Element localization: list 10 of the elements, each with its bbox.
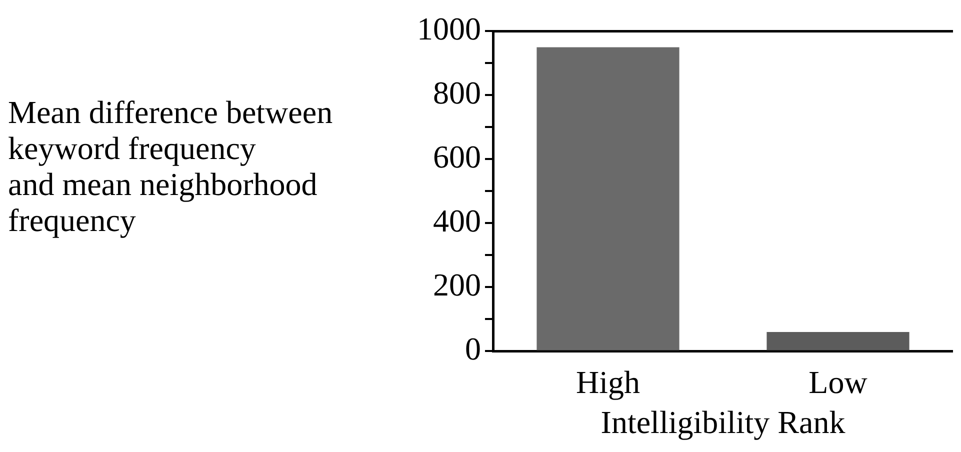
- y-tick-label: 800: [433, 74, 481, 111]
- x-axis-title: Intelligibility Rank: [600, 404, 846, 440]
- x-tick-label: High: [576, 364, 640, 400]
- y-tick-label: 1000: [417, 10, 481, 47]
- y-tick-label: 400: [433, 202, 481, 239]
- y-axis-title: Mean difference between keyword frequency and mean neighborhood frequency: [8, 94, 334, 238]
- x-tick-label: Low: [808, 364, 868, 400]
- y-tick-label: 200: [433, 266, 481, 303]
- y-tick-label: 600: [433, 138, 481, 175]
- y-tick-label: 0: [465, 330, 481, 367]
